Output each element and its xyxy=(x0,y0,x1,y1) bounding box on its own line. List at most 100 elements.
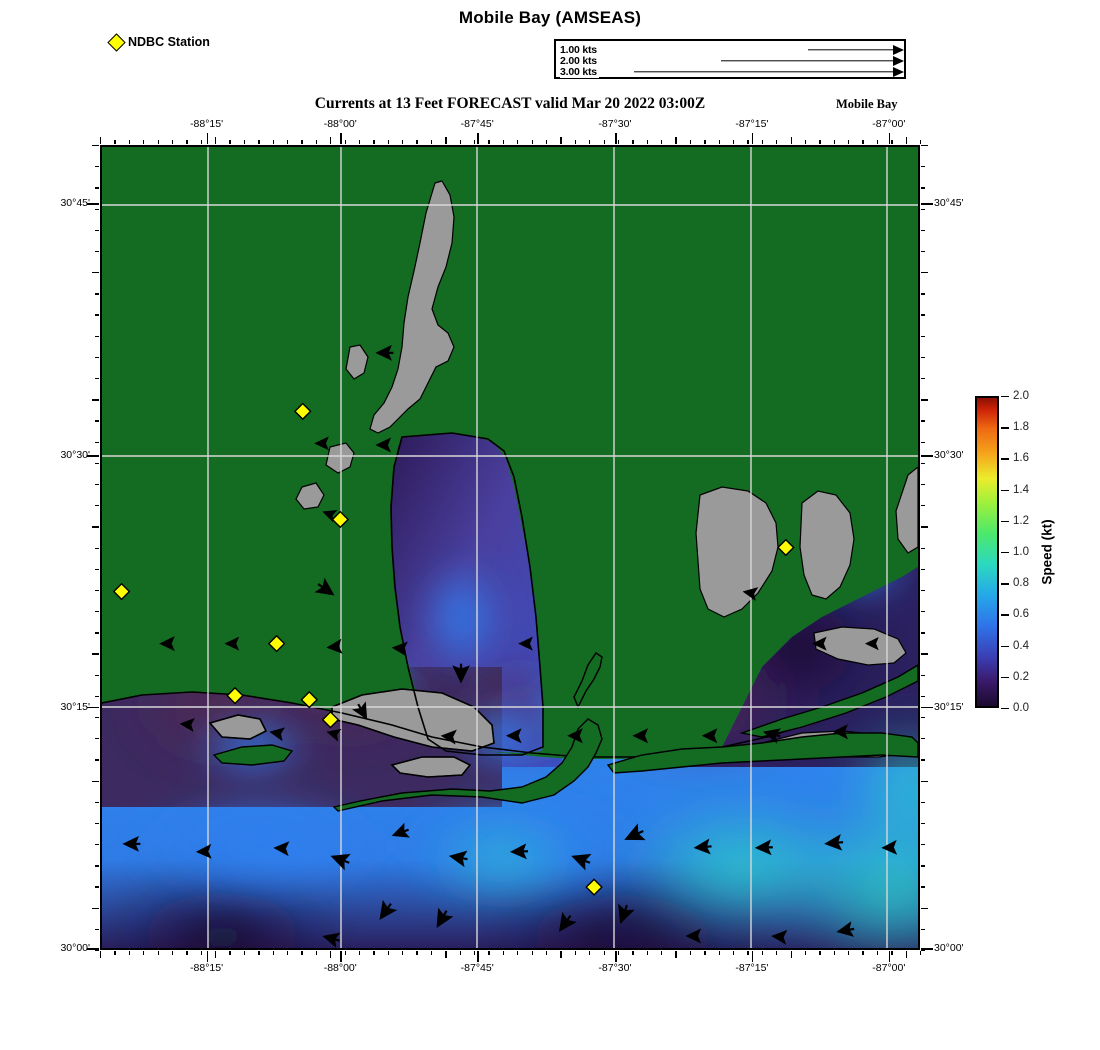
current-vector-arrow xyxy=(771,929,788,945)
ndbc-station-marker-icon[interactable] xyxy=(585,878,603,896)
axis-minor-tick xyxy=(921,356,925,359)
current-vector-arrow xyxy=(159,636,175,652)
ndbc-station-marker-icon[interactable] xyxy=(112,582,131,601)
ndbc-station-marker-icon[interactable] xyxy=(226,686,244,705)
vector-scale-label: 1.00 kts xyxy=(560,44,599,56)
axis-minor-tick xyxy=(95,716,99,719)
ndbc-station-marker-icon[interactable] xyxy=(331,510,350,529)
axis-minor-tick xyxy=(921,208,925,210)
colorbar-tick xyxy=(1001,489,1009,491)
current-vector-arrow xyxy=(436,907,454,928)
axis-minor-tick xyxy=(905,951,907,958)
axis-minor-tick xyxy=(92,399,99,401)
axis-minor-tick xyxy=(272,951,274,955)
axis-minor-tick xyxy=(921,314,925,316)
colorbar-tick xyxy=(1001,396,1009,398)
axis-minor-tick xyxy=(921,780,928,782)
axis-minor-tick xyxy=(92,272,99,274)
ndbc-station-marker-icon[interactable] xyxy=(267,634,286,653)
current-vector-arrow xyxy=(505,728,522,744)
axis-minor-tick xyxy=(632,140,634,144)
current-vector-arrow xyxy=(881,839,898,855)
current-vector-arrow xyxy=(836,921,855,937)
axis-minor-tick xyxy=(905,137,907,144)
axis-minor-tick xyxy=(287,951,289,955)
axis-minor-tick xyxy=(488,951,490,955)
axis-minor-tick xyxy=(776,140,778,144)
x-axis-label: -88°00' xyxy=(323,118,357,130)
current-vector-arrow xyxy=(567,728,583,744)
vector-scale-label: 2.00 kts xyxy=(560,55,599,67)
axis-minor-tick xyxy=(330,137,332,144)
current-vector-arrow xyxy=(864,637,879,651)
current-vector-arrow xyxy=(379,899,398,920)
axis-minor-tick xyxy=(531,951,533,955)
axis-minor-tick xyxy=(373,140,375,144)
current-speed-map[interactable] xyxy=(102,147,918,948)
axis-minor-tick xyxy=(95,229,99,232)
colorbar-tick-label: 1.6 xyxy=(1013,452,1029,465)
axis-minor-tick xyxy=(603,140,605,144)
y-axis-label: 30°30' xyxy=(60,448,90,461)
axis-minor-tick xyxy=(95,865,99,867)
ndbc-station-marker-icon[interactable] xyxy=(321,710,340,729)
vector-scale-row: 1.00 kts xyxy=(556,44,904,56)
map-plot-area[interactable] xyxy=(100,145,920,950)
axis-minor-tick xyxy=(157,140,159,144)
current-vector-arrow xyxy=(179,717,195,733)
axis-minor-tick xyxy=(804,140,807,144)
colorbar-tick-label: 1.4 xyxy=(1013,483,1029,496)
axis-minor-tick xyxy=(416,951,418,955)
vector-scale-row: 3.00 kts xyxy=(556,66,904,78)
current-vector-arrow xyxy=(824,834,844,851)
axis-minor-tick xyxy=(92,526,99,528)
ndbc-station-marker-icon[interactable] xyxy=(293,402,312,421)
axis-minor-tick xyxy=(95,632,99,634)
axis-minor-tick xyxy=(502,951,505,955)
axis-minor-tick xyxy=(921,272,928,274)
axis-minor-tick xyxy=(287,140,289,144)
axis-minor-tick xyxy=(474,951,476,955)
current-vector-arrow xyxy=(326,638,343,654)
axis-minor-tick xyxy=(95,293,99,295)
axis-major-tick xyxy=(921,202,933,205)
axis-minor-tick xyxy=(95,822,99,825)
axis-minor-tick xyxy=(921,547,925,549)
vector-scale-arrowhead-icon xyxy=(893,45,904,55)
axis-minor-tick xyxy=(921,166,925,168)
vector-scale-shaft xyxy=(634,71,896,73)
axis-minor-tick xyxy=(833,140,835,144)
axis-minor-tick xyxy=(921,801,925,803)
current-vector-arrow xyxy=(448,850,468,868)
axis-minor-tick xyxy=(689,951,692,955)
axis-minor-tick xyxy=(95,250,99,253)
ndbc-station-marker-icon[interactable] xyxy=(300,690,319,709)
axis-major-tick xyxy=(340,951,342,962)
axis-minor-tick xyxy=(459,951,461,955)
axis-minor-tick xyxy=(921,505,925,507)
current-vector-arrow xyxy=(685,928,702,944)
axis-minor-tick xyxy=(200,140,202,144)
axis-minor-tick xyxy=(704,140,706,144)
axis-minor-tick xyxy=(95,589,99,592)
axis-minor-tick xyxy=(330,951,332,958)
vector-scale-arrowhead-icon xyxy=(893,56,904,66)
colorbar-tick-label: 1.0 xyxy=(1013,546,1029,558)
axis-minor-tick xyxy=(459,140,461,144)
axis-minor-tick xyxy=(617,951,620,955)
colorbar-tick xyxy=(1001,708,1009,710)
axis-minor-tick xyxy=(229,140,231,144)
axis-minor-tick xyxy=(732,951,735,955)
current-vector-arrow xyxy=(330,853,351,871)
axis-minor-tick xyxy=(920,140,922,144)
axis-minor-tick xyxy=(95,695,99,698)
axis-minor-tick xyxy=(921,886,925,888)
axis-minor-tick xyxy=(921,907,928,909)
axis-minor-tick xyxy=(921,441,925,443)
axis-minor-tick xyxy=(517,140,519,144)
current-vector-arrow xyxy=(518,636,533,651)
axis-minor-tick xyxy=(445,137,447,144)
axis-minor-tick xyxy=(95,611,99,613)
ndbc-station-marker-icon[interactable] xyxy=(777,538,795,557)
colorbar-tick xyxy=(1001,552,1009,554)
